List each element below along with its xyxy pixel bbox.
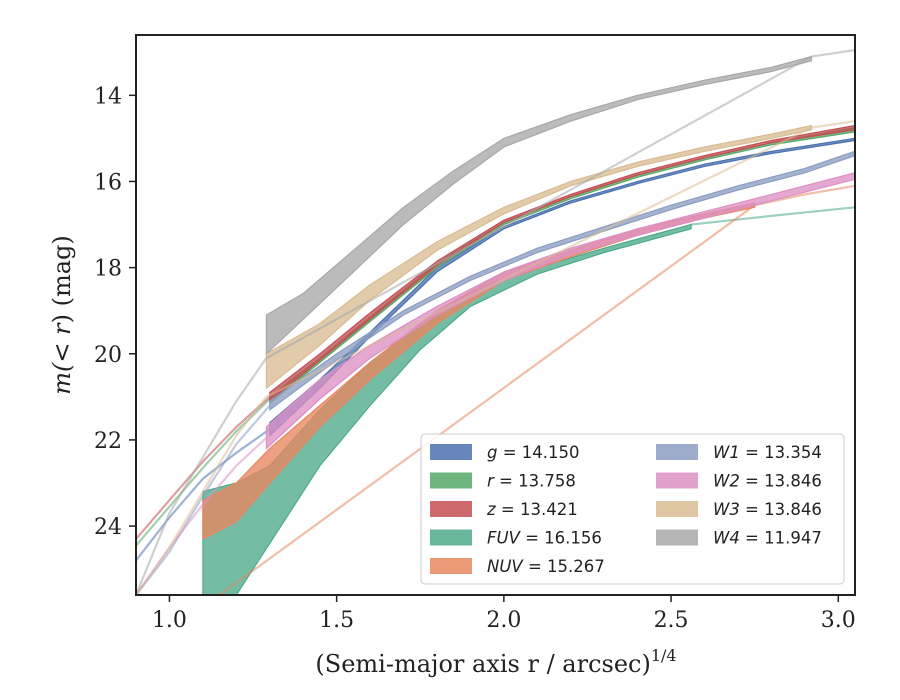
x-axis-label: (Semi-major axis r / arcsec)1/4	[315, 646, 676, 678]
y-tick-label: 14	[94, 84, 122, 109]
y-tick-label: 18	[94, 257, 122, 282]
legend-swatch-nuv	[430, 558, 472, 574]
y-tick-label: 16	[94, 170, 122, 195]
plot-frame	[135, 34, 856, 596]
legend-swatch-r	[430, 472, 472, 489]
y-tick-label: 24	[94, 515, 122, 540]
x-tick-label: 3.0	[821, 608, 856, 633]
plot-area	[136, 49, 855, 595]
series-band-z	[269, 124, 855, 403]
legend-entry-z: z = 13.421	[486, 500, 578, 519]
series-line-w4	[136, 49, 855, 595]
legend-entry-g: g = 14.150	[487, 443, 580, 462]
x-tick-label: 2.0	[486, 608, 521, 633]
y-axis-label: m(< r) (mag)	[48, 235, 76, 395]
series-line-w1	[136, 404, 271, 595]
x-tick-label: 1.0	[152, 608, 187, 633]
legend-swatch-w3	[656, 501, 698, 517]
legend-swatch-g	[430, 444, 472, 460]
legend-swatch-z	[430, 501, 472, 517]
series-line-fuv	[690, 206, 855, 226]
x-axis: 1.0 1.5 2.0 2.5 3.0	[152, 595, 856, 633]
legend-swatch-w1	[656, 444, 698, 460]
series-band-nuv	[202, 202, 756, 540]
legend-swatch-w4	[656, 529, 698, 546]
legend-frame	[420, 433, 845, 585]
y-tick-label: 22	[94, 429, 122, 454]
series-line-g	[136, 428, 271, 562]
y-axis: 14 16 18 20 22 24	[94, 84, 136, 540]
series-band-w1	[269, 150, 855, 411]
legend: g = 14.150 r = 13.758 z = 13.421 FUV = 16.1…	[420, 433, 845, 585]
series-line-z	[136, 395, 271, 540]
y-tick-label: 20	[94, 343, 122, 368]
x-tick-label: 1.5	[319, 608, 354, 633]
legend-entry-w4: W4 = 11.947	[713, 529, 822, 548]
legend-swatch-w2	[656, 472, 698, 489]
series-band-w4	[265, 55, 813, 356]
series-band-w2	[265, 172, 855, 450]
series-line-w3	[136, 120, 855, 595]
legend-entry-fuv: FUV = 16.156	[487, 529, 602, 548]
x-tick-label: 2.5	[654, 608, 689, 633]
legend-entry-r: r = 13.758	[487, 472, 576, 491]
legend-entry-w2: W2 = 13.846	[713, 472, 822, 491]
series-band-w3	[265, 124, 813, 390]
legend-swatch-fuv	[430, 529, 472, 546]
x-axis-label-exponent: 1/4	[651, 646, 677, 665]
series-band-g	[269, 137, 855, 437]
legend-entry-nuv: NUV = 15.267	[487, 557, 605, 576]
legend-entry-w1: W1 = 13.354	[713, 443, 822, 462]
legend-entry-w3: W3 = 13.846	[713, 500, 822, 519]
